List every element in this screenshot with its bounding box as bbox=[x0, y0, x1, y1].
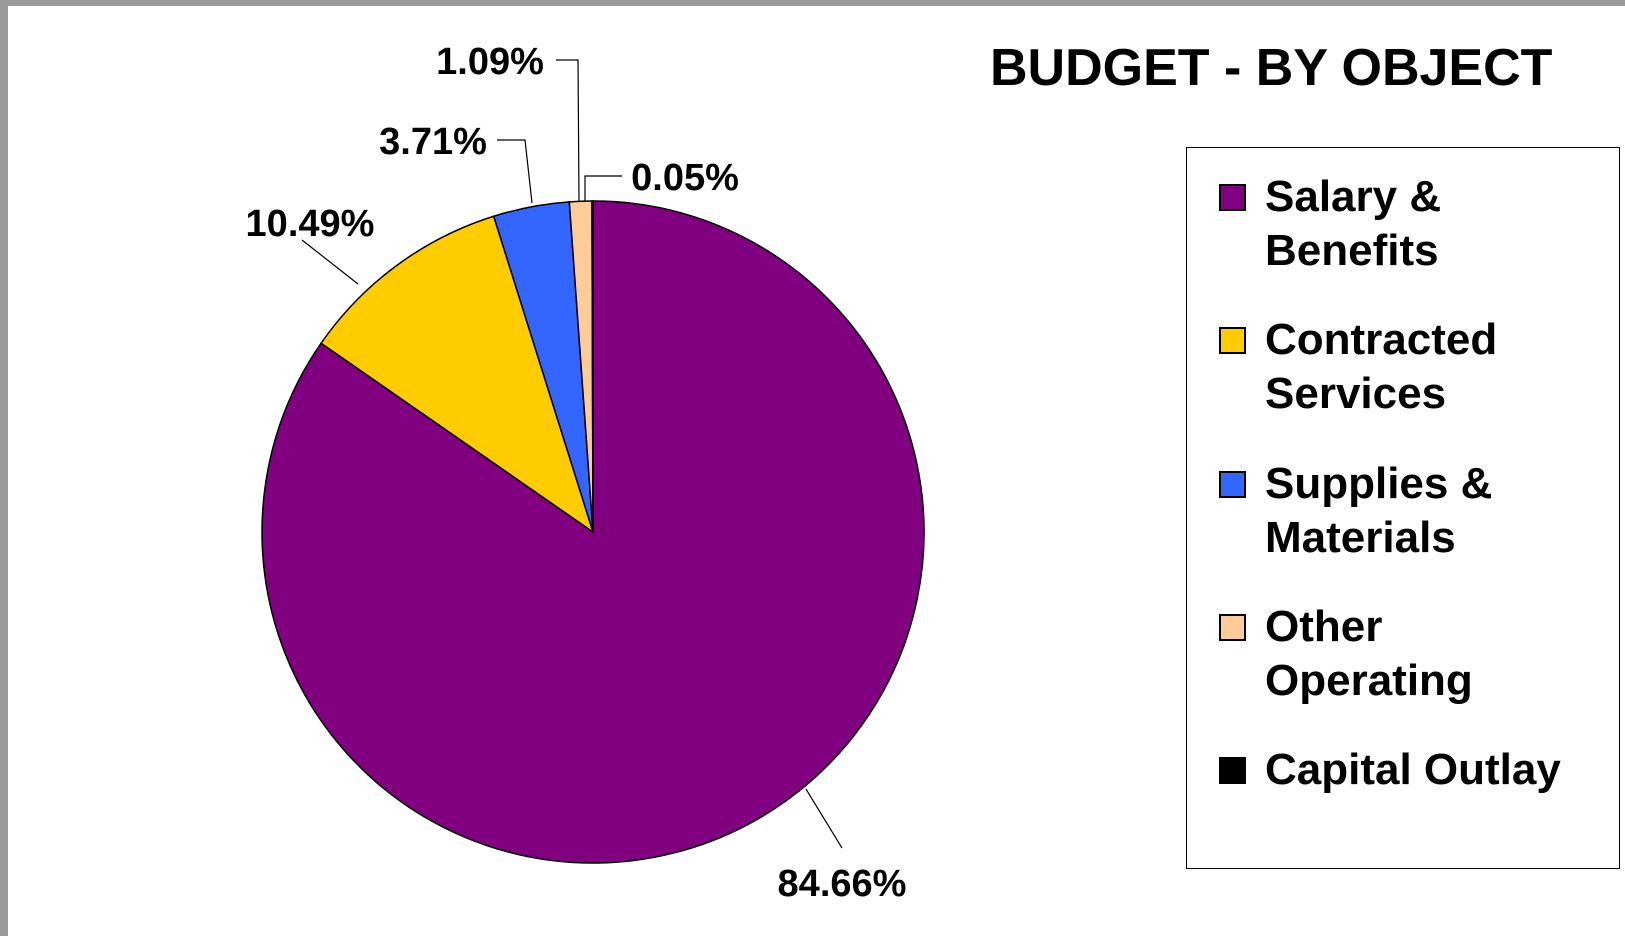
leader-line bbox=[301, 239, 359, 285]
leader-line bbox=[584, 175, 622, 201]
legend-swatch-salary-benefits bbox=[1219, 184, 1246, 211]
legend-item-salary-benefits: Salary & Benefits bbox=[1219, 170, 1625, 278]
legend-label-line1: Other bbox=[1265, 602, 1383, 651]
slice-value-label: 84.66% bbox=[778, 863, 907, 905]
leader-line bbox=[805, 788, 843, 849]
legend: Salary & Benefits Contracted Services Su… bbox=[1186, 147, 1620, 869]
legend-swatch-capital-outlay bbox=[1219, 757, 1246, 784]
pie-slices bbox=[261, 200, 925, 864]
legend-label-line2: Benefits bbox=[1265, 226, 1439, 275]
legend-label-line2: Materials bbox=[1265, 513, 1456, 562]
legend-item-capital-outlay: Capital Outlay bbox=[1219, 743, 1625, 797]
slice-labels: 84.66% 10.49%3.71% 1.09% 0.05% bbox=[246, 41, 907, 905]
legend-item-supplies-materials: Supplies & Materials bbox=[1219, 457, 1625, 565]
legend-swatch-supplies-materials bbox=[1219, 471, 1246, 498]
leader-line bbox=[497, 139, 533, 204]
legend-label-line1: Contracted bbox=[1265, 315, 1498, 364]
legend-swatch-contracted-services bbox=[1219, 327, 1246, 354]
legend-label-line1: Supplies & bbox=[1265, 459, 1493, 508]
legend-swatch-other-operating bbox=[1219, 614, 1246, 641]
legend-label-line2: Services bbox=[1265, 369, 1447, 418]
slice-value-label: 0.05% bbox=[631, 157, 739, 199]
legend-label-line1: Salary & bbox=[1265, 172, 1442, 221]
leader-lines bbox=[301, 59, 843, 849]
pie-slice-capital-outlay bbox=[591, 200, 594, 533]
slice-value-label: 10.49% bbox=[246, 203, 375, 245]
slice-value-label: 3.71% bbox=[379, 121, 487, 163]
legend-label-line1: Capital Outlay bbox=[1265, 745, 1561, 794]
pie-slice-contracted-services bbox=[320, 215, 595, 534]
legend-label-line2: Operating bbox=[1265, 656, 1473, 705]
legend-item-other-operating: Other Operating bbox=[1219, 600, 1625, 708]
slice-value-label: 1.09% bbox=[436, 41, 544, 83]
leader-line bbox=[556, 59, 580, 202]
chart-title: BUDGET - BY OBJECT bbox=[990, 39, 1553, 97]
legend-item-contracted-services: Contracted Services bbox=[1219, 313, 1625, 421]
